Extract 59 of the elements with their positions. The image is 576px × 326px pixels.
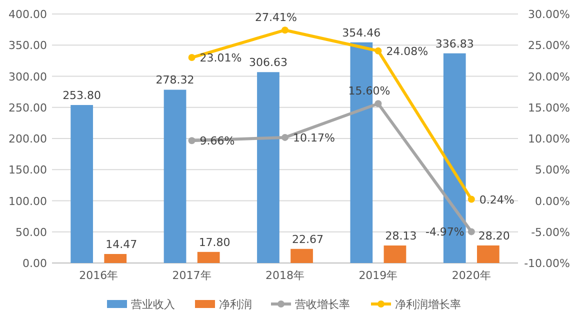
legend-label: 净利润 — [219, 298, 252, 311]
data-label: 27.41% — [255, 11, 297, 24]
point — [188, 137, 196, 144]
y2-tick-label: 25.00% — [528, 39, 570, 52]
y-tick-label: 100.00 — [8, 194, 47, 208]
x-tick-label: 2016年 — [79, 269, 118, 282]
point — [468, 196, 475, 203]
y-tick-label: 300.00 — [8, 70, 47, 84]
y-tick-label: 0.00 — [22, 257, 47, 270]
data-label: 336.83 — [435, 37, 474, 50]
data-label: 278.32 — [156, 74, 194, 87]
legend-label: 净利润增长率 — [395, 298, 461, 311]
y-tick-label: 250.00 — [8, 101, 47, 114]
data-label: 253.80 — [62, 89, 102, 102]
data-label: 17.80 — [198, 236, 230, 249]
bar — [164, 90, 186, 263]
point — [374, 100, 382, 108]
y-tick-label: 200.00 — [8, 132, 47, 146]
data-label: 9.66% — [200, 134, 235, 148]
y-tick-label: 150.00 — [8, 164, 47, 177]
bar — [476, 245, 500, 263]
data-label: 24.08% — [386, 44, 428, 58]
point — [282, 134, 288, 141]
point — [188, 54, 196, 62]
data-label: 28.20 — [478, 229, 510, 242]
bar — [70, 105, 94, 263]
bar — [257, 72, 280, 263]
y-tick-label: 350.00 — [8, 39, 47, 52]
y2-tick-label: 0.00% — [535, 194, 570, 208]
data-label: 0.24% — [479, 193, 514, 206]
x-tick-label: 2019年 — [358, 269, 398, 282]
x-tick-label: 2020年 — [452, 269, 491, 282]
legend-label: 营业收入 — [131, 298, 175, 311]
data-label: 23.01% — [200, 52, 242, 65]
point — [468, 228, 475, 236]
bar — [197, 252, 220, 263]
y-tick-label: 400.00 — [8, 8, 47, 21]
data-label: 10.17% — [293, 131, 335, 144]
bar — [290, 248, 313, 263]
data-label: 14.47 — [106, 238, 138, 251]
y2-tick-label: 30.00% — [528, 8, 570, 21]
y2-tick-label: -5.00% — [531, 226, 570, 239]
y-tick-label: 50.00 — [16, 226, 47, 239]
point — [374, 47, 382, 54]
data-label: 22.67 — [292, 232, 324, 246]
point — [282, 26, 288, 34]
y2-tick-label: 20.00% — [528, 70, 570, 84]
y2-tick-label: -10.00% — [524, 257, 570, 270]
y2-tick-label: 15.00% — [528, 101, 570, 114]
data-label: 28.13 — [385, 229, 417, 242]
legend-label: 营收增长率 — [295, 298, 350, 311]
bar — [104, 254, 127, 263]
x-tick-label: 2017年 — [172, 269, 212, 282]
data-label: 354.46 — [342, 26, 381, 40]
x-tick-label: 2018年 — [266, 269, 304, 282]
data-label: 306.63 — [248, 56, 288, 70]
y2-tick-label: 10.00% — [528, 132, 570, 146]
bar — [384, 245, 406, 263]
y2-tick-label: 5.00% — [535, 164, 570, 177]
